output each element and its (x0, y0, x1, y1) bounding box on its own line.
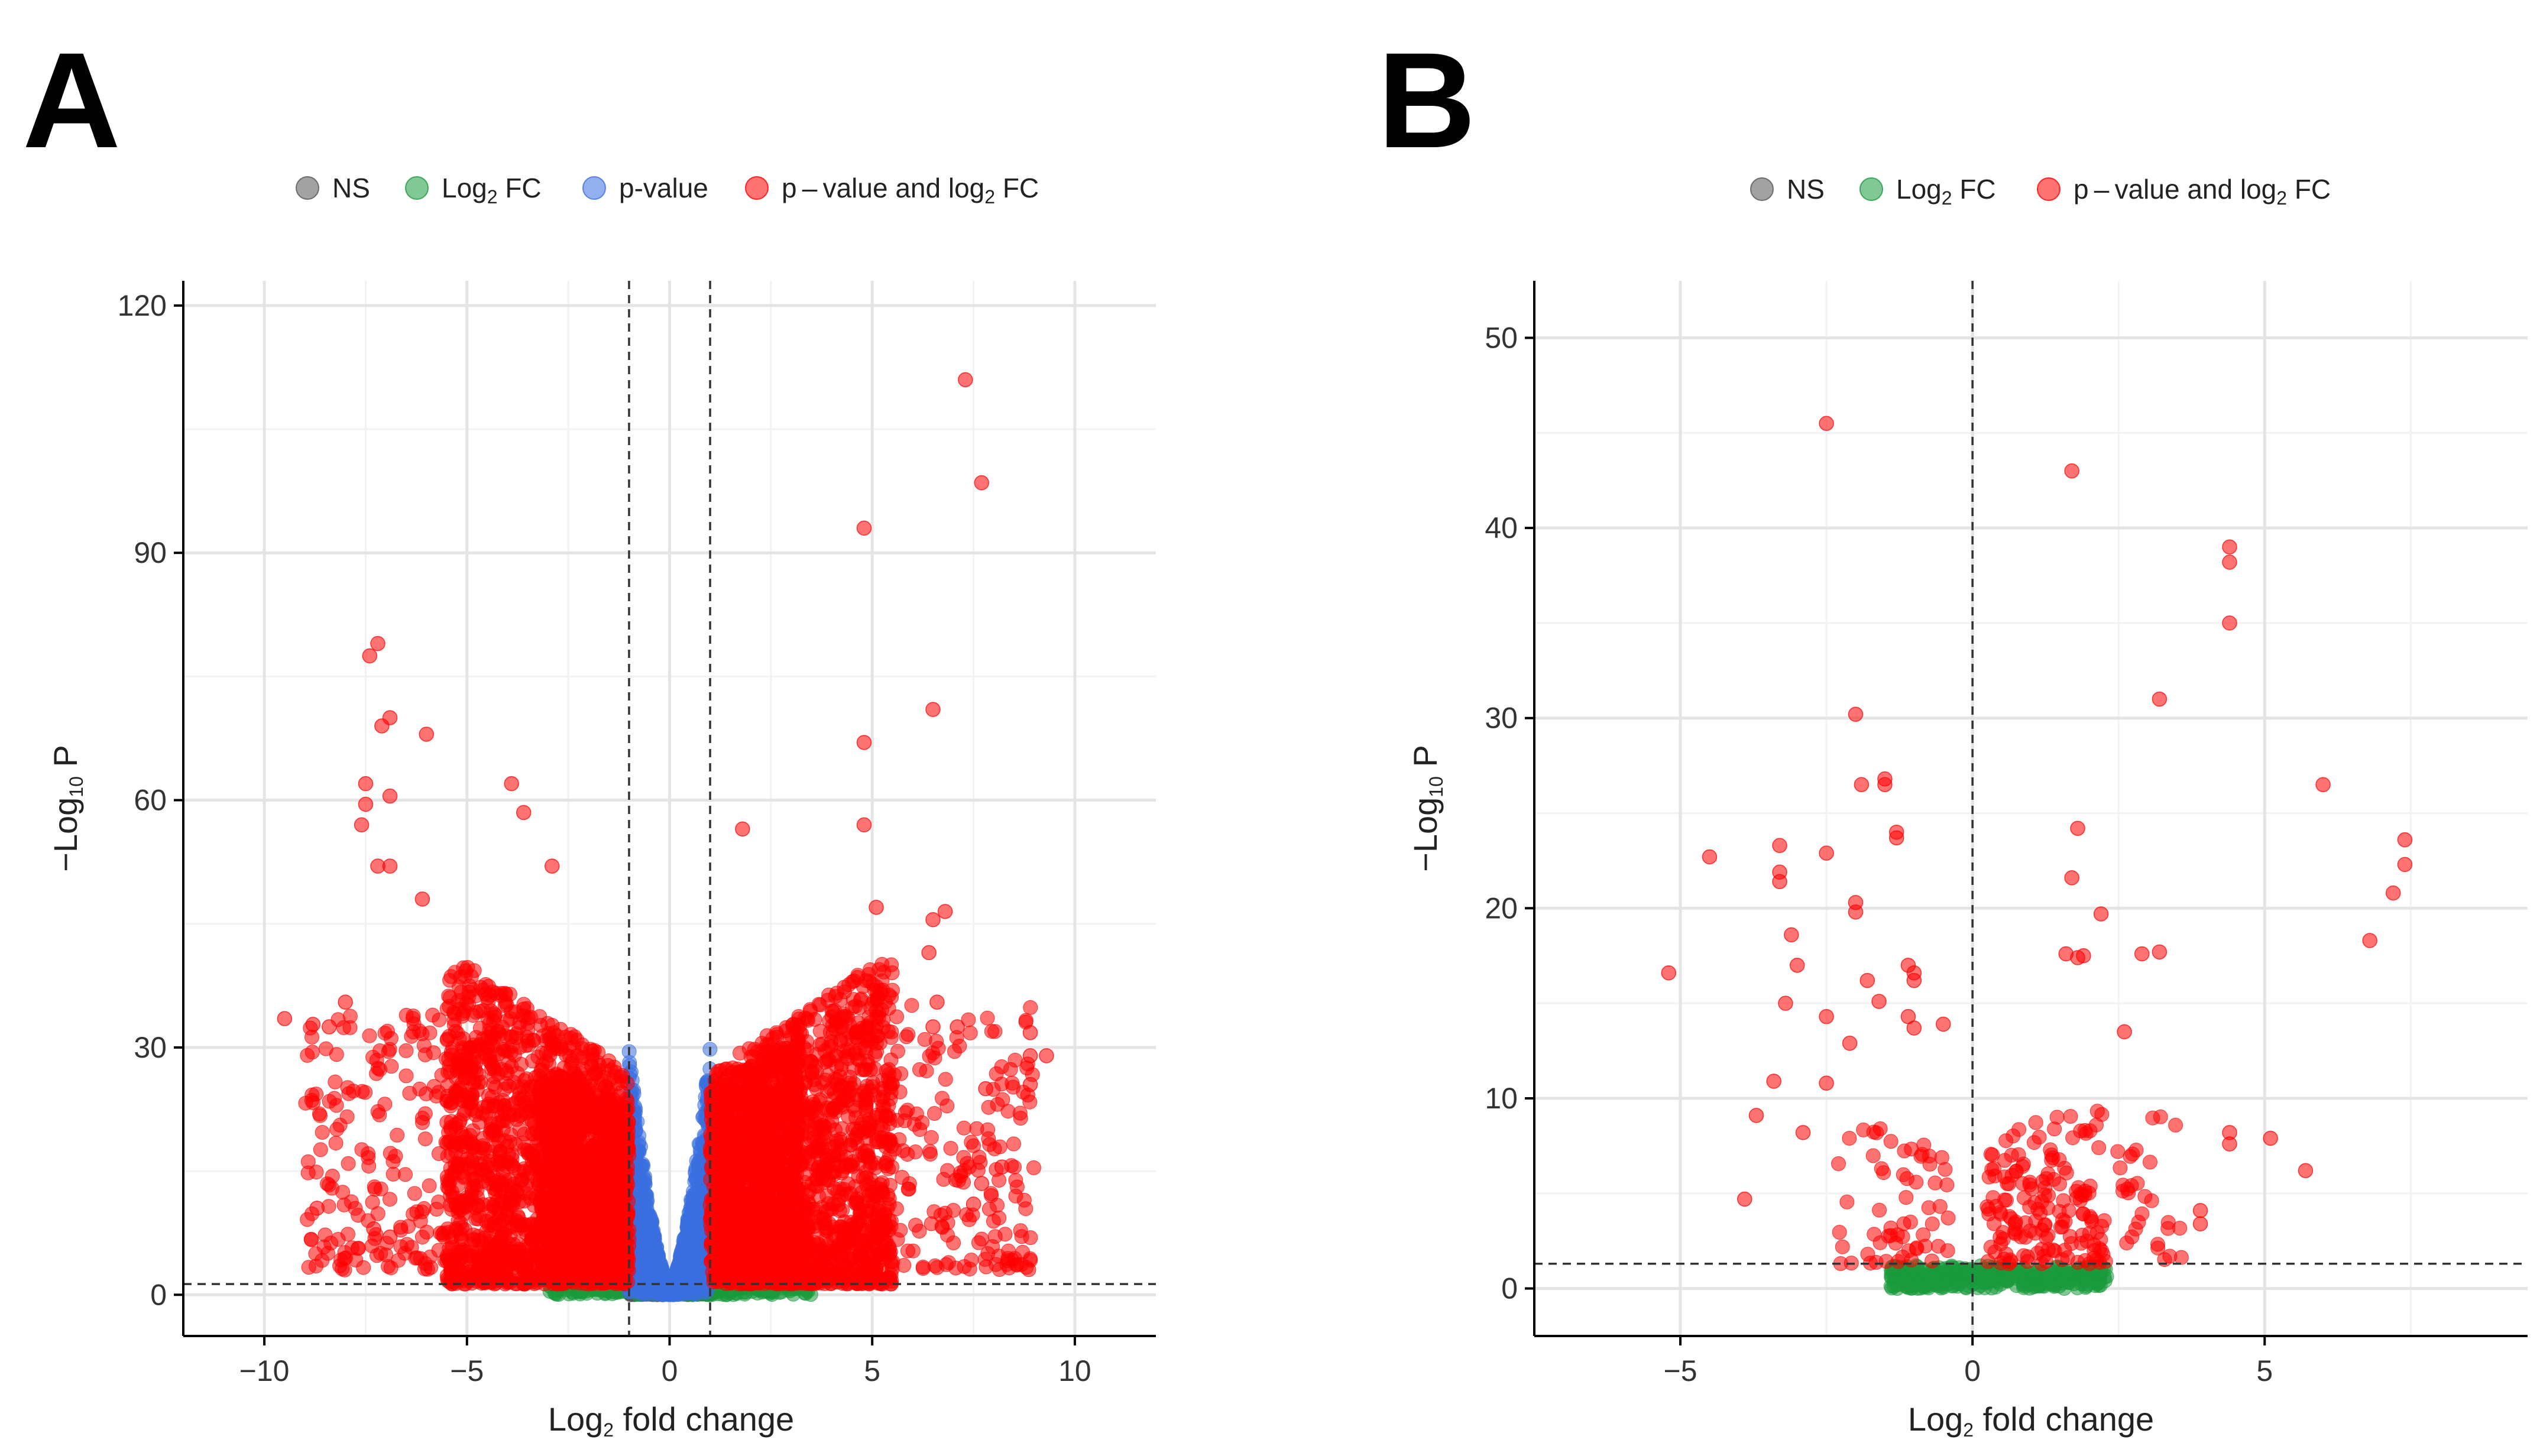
point-both (612, 1098, 627, 1113)
point-both (559, 1048, 574, 1063)
point-both (510, 1236, 525, 1251)
point-both (602, 1113, 617, 1128)
point-both (618, 1245, 633, 1260)
point-both (615, 1181, 631, 1196)
point-both (558, 1130, 573, 1146)
point-both (498, 994, 513, 1010)
panel-b-label: B (1378, 24, 1476, 176)
point-both (556, 1186, 571, 1201)
point-both (517, 1127, 532, 1142)
point-both (534, 1062, 549, 1078)
point-both (505, 1198, 520, 1213)
point-both (540, 1016, 555, 1031)
point-both (610, 1136, 625, 1151)
point-both (585, 1227, 600, 1242)
panel-a-label: A (22, 24, 121, 176)
point-both (542, 1032, 557, 1047)
point-both (442, 998, 457, 1014)
point-both (514, 1092, 529, 1108)
point-both (548, 1100, 563, 1115)
point-both (584, 1052, 600, 1067)
point-both (488, 1182, 504, 1197)
point-layer (277, 372, 1054, 1302)
point-both (563, 1155, 579, 1170)
point-pvalue (651, 1249, 666, 1264)
point-both (553, 1241, 569, 1256)
point-both (503, 1030, 519, 1045)
point-both (518, 1275, 533, 1290)
point-pvalue (648, 1284, 663, 1299)
point-both (556, 1257, 571, 1273)
point-both (520, 1145, 536, 1160)
point-both (572, 1262, 587, 1277)
point-both (461, 997, 477, 1013)
point-both (510, 1214, 525, 1230)
point-both (495, 1122, 511, 1137)
point-both (540, 1128, 555, 1143)
point-both (535, 1097, 550, 1113)
point-both (484, 1275, 499, 1290)
point-both (615, 1068, 630, 1083)
point-both (486, 1069, 501, 1084)
point-both (517, 1161, 532, 1176)
point-both (570, 1079, 585, 1094)
point-both (598, 1230, 613, 1246)
point-both (563, 1027, 578, 1042)
point-both (572, 1129, 587, 1144)
point-both (472, 1037, 487, 1052)
point-both (482, 1023, 497, 1038)
point-both (581, 1195, 597, 1210)
point-both (519, 1030, 534, 1045)
point-both (551, 1171, 566, 1186)
point-both (499, 1251, 514, 1267)
point-both (519, 1001, 534, 1016)
point-both (539, 1081, 555, 1096)
point-pvalue (673, 1284, 688, 1299)
point-both (598, 1275, 613, 1290)
point-both (602, 1211, 618, 1226)
point-both (506, 1075, 521, 1090)
point-pvalue (669, 1268, 684, 1283)
point-both (543, 1154, 558, 1169)
point-both (597, 1159, 611, 1175)
point-both (475, 1003, 491, 1018)
point-both (494, 1041, 509, 1056)
point-both (481, 1097, 496, 1112)
point-both (487, 1054, 502, 1069)
point-both (556, 1226, 572, 1241)
point-both (453, 1157, 469, 1172)
point-both (507, 1048, 522, 1063)
point-both (490, 1154, 506, 1169)
point-both (581, 1152, 596, 1168)
point-both (503, 1156, 519, 1172)
point-both (539, 1218, 554, 1233)
point-both (572, 1171, 587, 1186)
point-both (573, 1235, 588, 1250)
point-both (481, 978, 496, 994)
point-both (482, 1196, 498, 1212)
point-both (497, 1098, 512, 1114)
point-pvalue (652, 1262, 667, 1277)
point-both (462, 1071, 477, 1086)
point-both (453, 969, 468, 985)
point-both (533, 1236, 548, 1251)
point-both (575, 1098, 590, 1113)
point-both (464, 1249, 480, 1264)
point-both (587, 1254, 602, 1269)
point-both (606, 1256, 621, 1271)
point-both (549, 1066, 564, 1082)
point-pvalue (688, 1165, 703, 1181)
point-both (518, 1259, 533, 1274)
